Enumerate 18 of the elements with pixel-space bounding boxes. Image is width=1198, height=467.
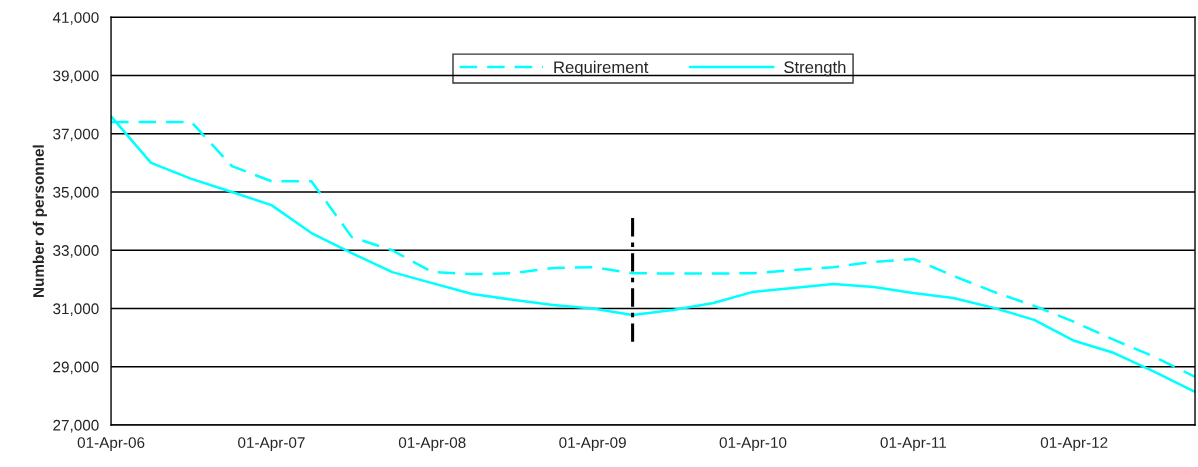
y-tick-label: 33,000 [53, 245, 99, 258]
legend-label: Requirement [554, 60, 649, 77]
x-tick-label: 01-Apr-10 [719, 437, 787, 452]
y-tick-label: 41,000 [52, 12, 99, 25]
y-tick-label: 31,000 [53, 303, 99, 316]
x-tick-label: 01-Apr-11 [880, 437, 947, 452]
x-tick-label: 01-Apr-07 [238, 437, 305, 452]
x-tick-label: 01-Apr-08 [398, 437, 466, 452]
y-tick-label: 39,000 [53, 70, 99, 84]
x-tick-label: 01-Apr-06 [77, 437, 145, 452]
x-tick-label: 01-Apr-09 [559, 437, 626, 452]
y-axis-title: Number of personnel [32, 145, 47, 297]
legend-label: Strength [784, 60, 846, 77]
y-tick-label: 35,000 [53, 186, 99, 200]
y-tick-label: 27,000 [53, 419, 99, 433]
y-tick-label: 29,000 [53, 361, 99, 375]
y-tick-label: 37,000 [53, 128, 99, 142]
x-tick-label: 01-Apr-12 [1040, 437, 1108, 452]
